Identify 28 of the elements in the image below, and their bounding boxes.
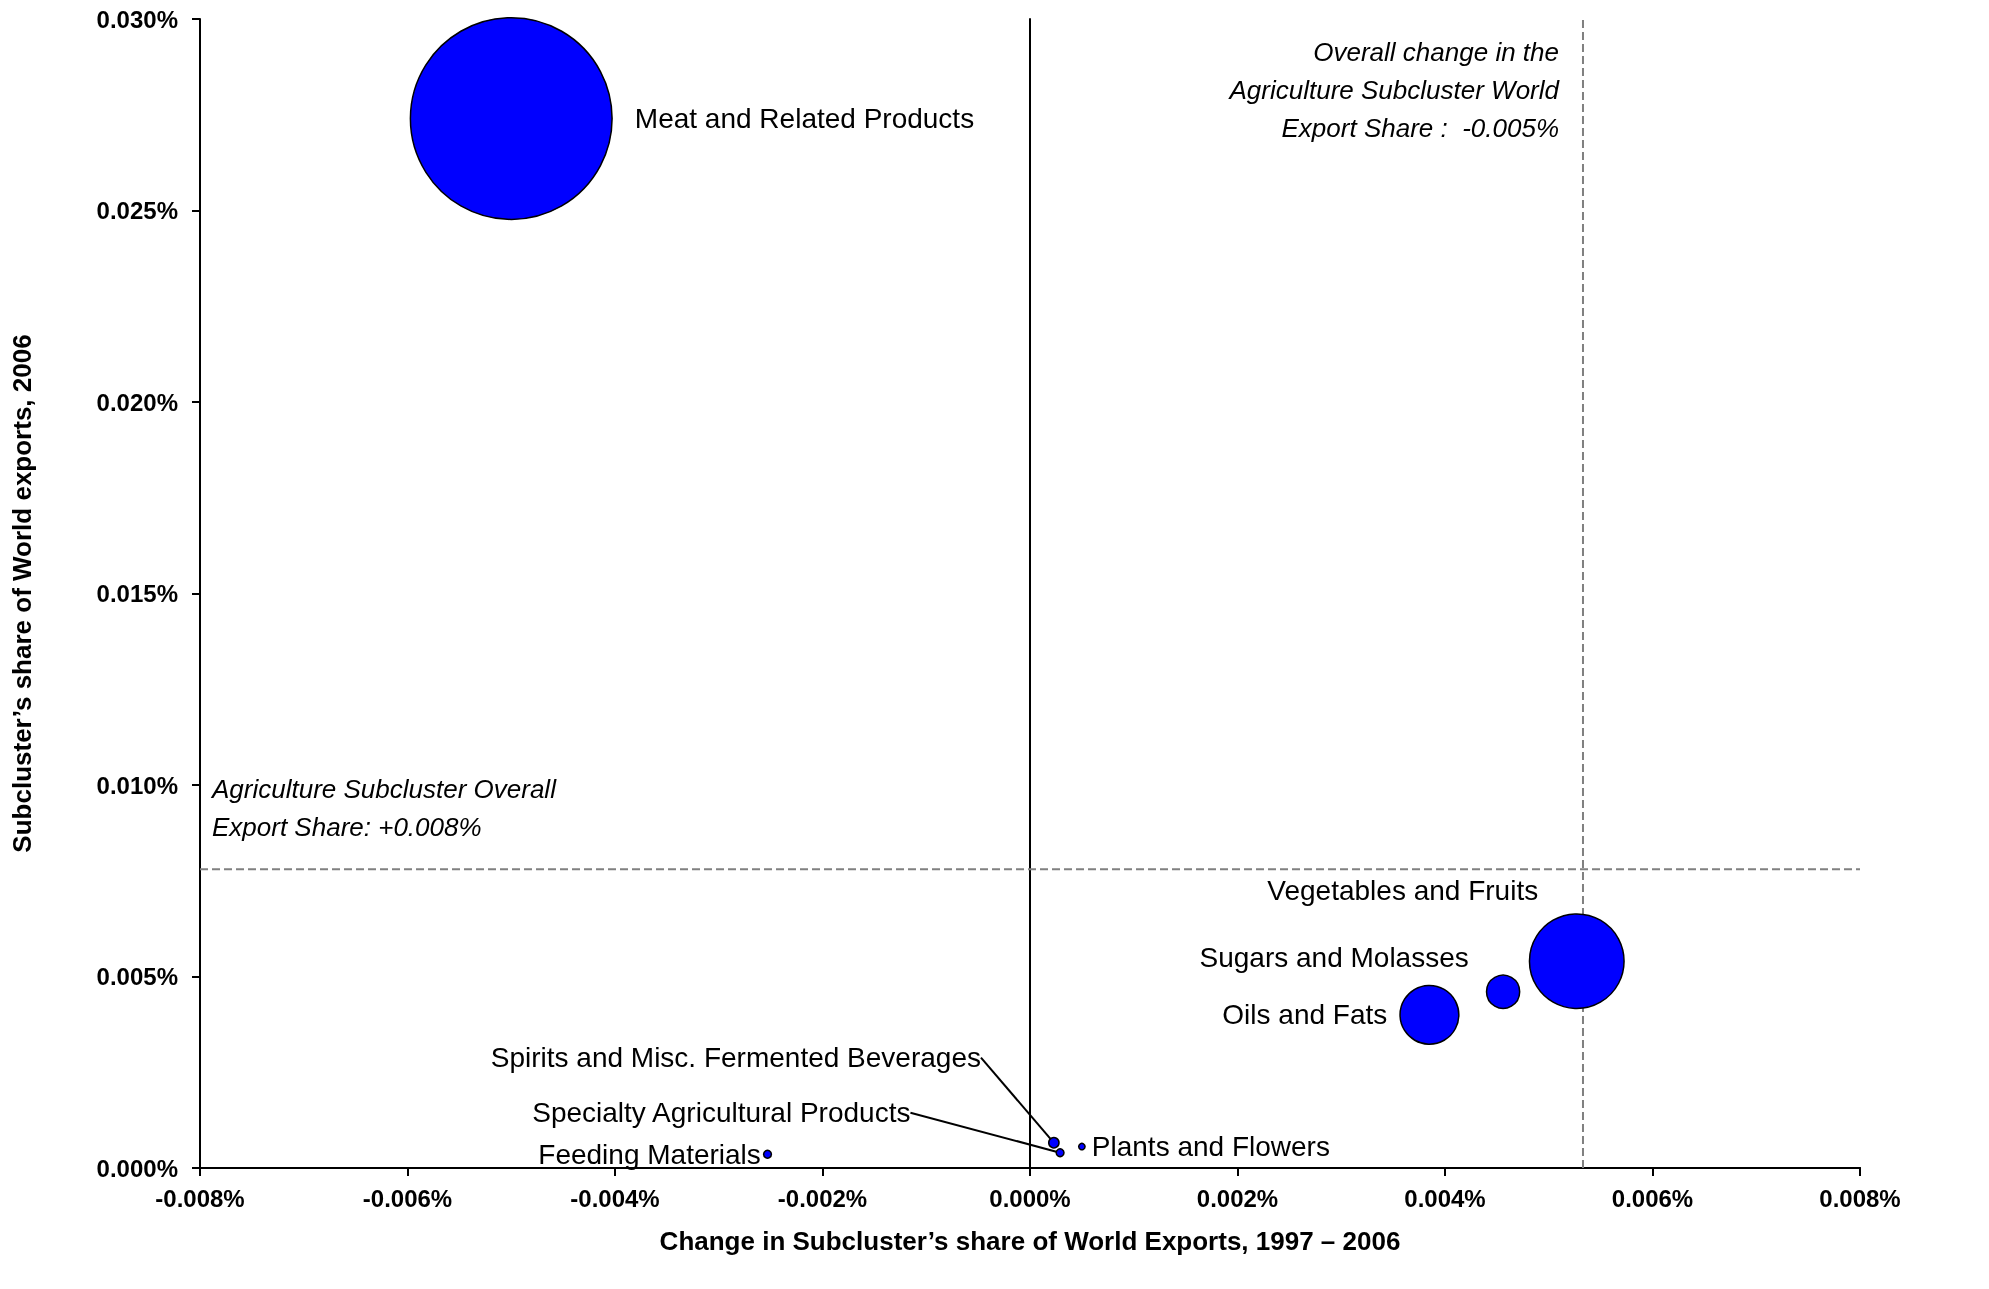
series-label: Plants and Flowers [1091,1131,1330,1163]
x-tick-label: 0.004% [1404,1184,1486,1212]
y-tick-label: 0.015% [96,580,178,607]
x-axis-title: Change in Subcluster’s share of World Exports, 1997 – 2006 [659,1226,1401,1256]
text: Specialty Agricultural Products [532,1097,911,1129]
y-tick-label: 0.010% [96,771,178,799]
x-tick-label: 0.008% [1819,1184,1901,1212]
x-tick-label: 0.006% [1611,1184,1694,1212]
y-tick-label: 0.025% [96,197,178,224]
y-tick-label: 0.005% [96,963,178,990]
series-label: Meat and Related Products [634,103,975,135]
y-axis-title: Subcluster’s share of World exports, 2006 [7,334,37,853]
x-tick-label: -0.006% [362,1184,453,1212]
series-label: Vegetables and Fruits [1267,874,1539,906]
annotation: Overall change in the Agriculture Subcluster World Export Share : -0.005% [1227,37,1561,143]
text: Spirits and Misc. Fermented Beverages [490,1042,981,1074]
x-tick-label: -0.008% [155,1184,245,1212]
annotation: Agriculture Subcluster Overall Export Share: +0.008% [210,774,558,842]
series-label: Sugars and Molasses [1199,942,1469,974]
x-tick-label: 0.002% [1196,1184,1279,1212]
y-tick-label: 0.000% [96,1154,178,1182]
y-tick-label: 0.030% [96,5,178,33]
x-tick-label: -0.004% [570,1184,660,1212]
series-label: Feeding Materials [538,1138,761,1170]
x-tick-label: -0.002% [777,1184,868,1212]
y-tick-label: 0.020% [96,388,178,416]
x-tick-label: 0.000% [989,1184,1071,1212]
series-label: Oils and Fats [1222,999,1388,1031]
